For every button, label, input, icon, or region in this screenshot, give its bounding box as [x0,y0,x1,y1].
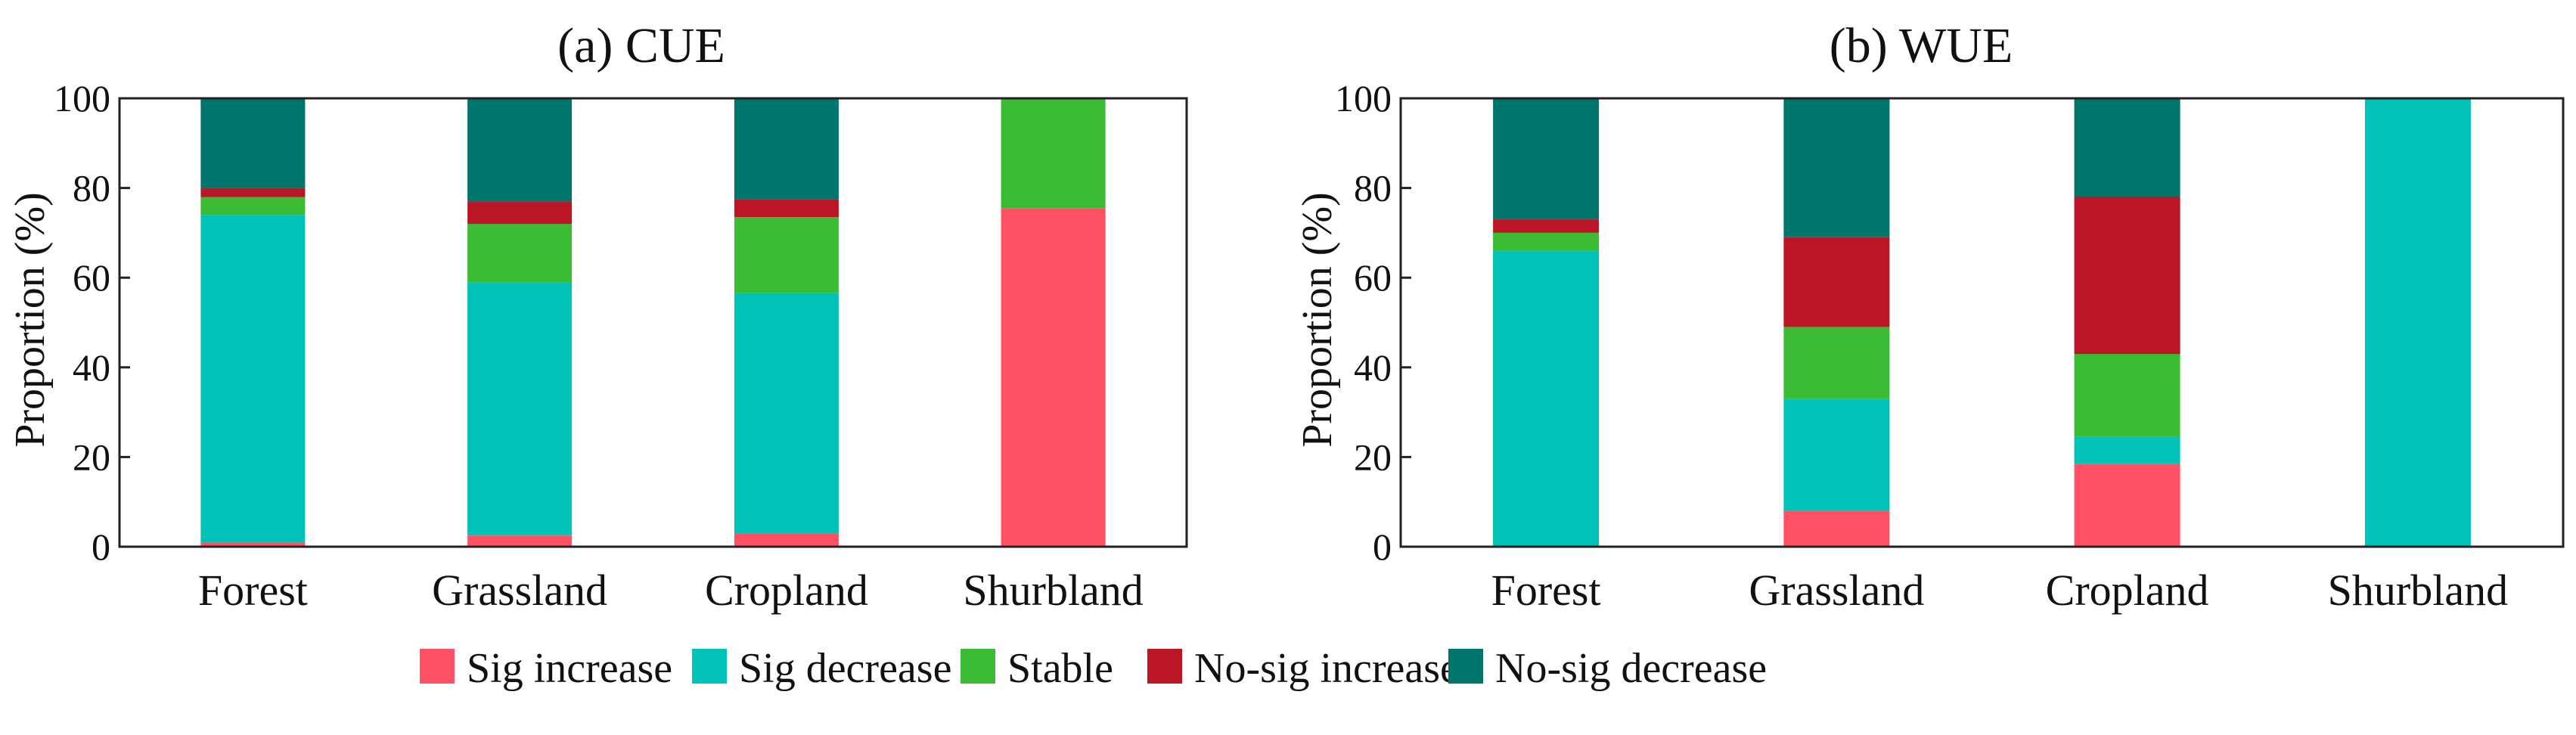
y-axis-label: Proportion (%) [1294,192,1341,448]
bar-segment-nosig-increase [1783,237,1890,327]
y-axis: 0 20 40 60 80 100 [54,77,130,568]
legend-swatch-stable [961,649,995,684]
x-tick-label: Shurbland [963,566,1143,615]
bar-segment-stable [1783,327,1890,399]
bar-segment-sig-increase [2074,464,2180,547]
legend-label: Stable [1007,645,1113,692]
bars-layer [1493,98,2471,547]
y-tick-label: 100 [54,77,110,119]
y-tick-label: 40 [73,346,110,389]
bar-segment-nosig-decrease [734,98,839,200]
bar-segment-sig-decrease [1783,399,1890,511]
panel-cue: (a) CUE Proportion (%) 0 20 40 60 80 100 Fore… [7,18,1188,615]
bar-segment-nosig-increase [1493,219,1600,233]
bar-segment-stable [467,224,573,283]
x-tick-label: Shurbland [2328,566,2508,615]
bar-segment-sig-decrease [200,215,306,543]
bar-segment-nosig-decrease [2074,98,2180,197]
bar-segment-stable [734,217,839,293]
legend-swatch-sig-decrease [692,649,727,684]
y-tick-label: 0 [1373,526,1392,568]
bar-segment-nosig-decrease [467,98,573,202]
bar-segment-nosig-increase [734,199,839,218]
bar-segment-sig-decrease [2364,98,2471,547]
x-axis: Forest Grassland Cropland Shurbland [1491,566,2509,615]
y-tick-label: 100 [1335,77,1392,119]
legend-label: No-sig increase [1194,645,1459,692]
bar-segment-stable [2074,354,2180,437]
legend: Sig increase Sig decrease Stable No-sig inc… [420,645,1767,692]
y-tick-label: 40 [1354,346,1392,389]
bar-segment-sig-decrease [734,293,839,534]
bar-segment-sig-increase [1783,510,1890,547]
bar-segment-nosig-decrease [1493,98,1600,220]
bar-segment-sig-decrease [1493,250,1600,547]
bar-segment-stable [1493,232,1600,251]
x-tick-label: Grassland [1749,566,1924,615]
y-tick-label: 60 [73,256,110,299]
bar-segment-sig-decrease [2074,436,2180,464]
y-tick-label: 80 [73,167,110,209]
bar-segment-nosig-decrease [1783,98,1890,237]
bars-layer [200,98,1106,547]
x-tick-label: Cropland [705,566,868,615]
bar-segment-sig-increase [200,542,306,547]
plot-frame [118,97,1188,548]
y-tick-label: 80 [1354,167,1392,209]
bar-segment-nosig-increase [467,201,573,225]
chart-title: (a) CUE [557,18,725,73]
bar-segment-stable [1001,98,1106,209]
legend-swatch-nosig-decrease [1448,649,1483,684]
x-tick-label: Grassland [432,566,607,615]
x-tick-label: Cropland [2046,566,2209,615]
panel-wue: (b) WUE Proportion (%) 0 20 40 60 80 100 Fore… [1294,18,2565,615]
bar-segment-nosig-increase [2074,197,2180,355]
bar-segment-sig-increase [734,533,839,547]
legend-swatch-sig-increase [420,649,455,684]
x-tick-label: Forest [198,566,308,615]
bar-segment-sig-increase [467,535,573,547]
chart-title: (b) WUE [1830,18,2013,73]
y-tick-label: 20 [73,436,110,478]
legend-label: Sig increase [467,645,672,692]
legend-label: No-sig decrease [1495,645,1767,692]
y-tick-label: 20 [1354,436,1392,478]
legend-label: Sig decrease [739,645,951,692]
y-axis: 0 20 40 60 80 100 [1335,77,1411,568]
bar-segment-nosig-decrease [200,98,306,188]
y-axis-label: Proportion (%) [7,192,54,448]
y-tick-label: 60 [1354,256,1392,299]
x-tick-label: Forest [1491,566,1601,615]
bar-segment-sig-decrease [467,282,573,536]
bar-segment-nosig-increase [200,188,306,197]
plot-frame [1399,97,2565,548]
legend-swatch-nosig-increase [1147,649,1182,684]
y-tick-label: 0 [92,526,110,568]
bar-segment-stable [200,197,306,216]
x-axis: Forest Grassland Cropland Shurbland [198,566,1144,615]
bar-segment-sig-increase [1001,208,1106,547]
